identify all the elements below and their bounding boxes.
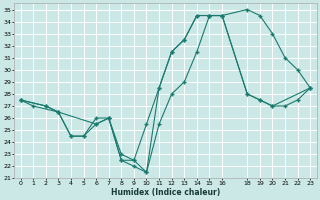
X-axis label: Humidex (Indice chaleur): Humidex (Indice chaleur) — [111, 188, 220, 197]
